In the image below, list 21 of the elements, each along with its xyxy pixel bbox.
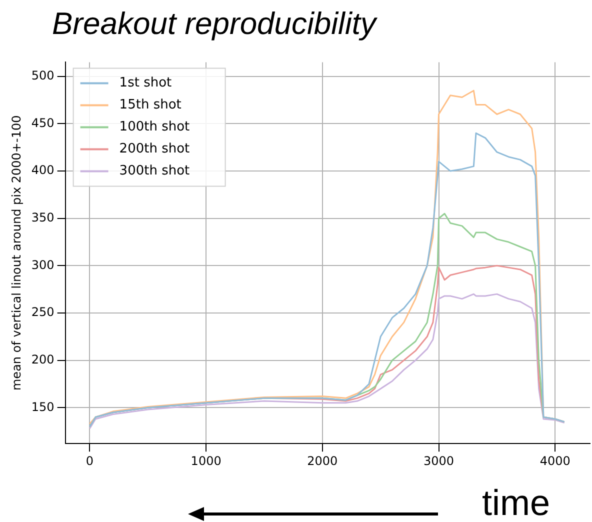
y-tick-label: 200 [31,352,54,366]
y-axis-title: mean of vertical linout around pix 2000+-100 [9,115,24,391]
y-tick-label: 450 [31,116,54,130]
text: time [482,482,550,522]
x-tick-label: 4000 [540,454,570,468]
legend-label: 1st shot [119,76,172,91]
y-tick-label: 500 [31,68,54,83]
chart-title: Breakout reproducibility [52,6,376,42]
y-tick-label: 350 [31,210,54,224]
x-tick-label: 3000 [423,454,454,468]
x-tick-label: 2000 [307,454,338,468]
legend-label: 15th shot [119,98,182,113]
y-tick-label: 400 [31,163,54,178]
y-tick-label: 250 [31,305,54,320]
legend-label: 300th shot [119,164,190,179]
legend-label: 200th shot [119,142,190,157]
x-tick-label: 0 [86,454,94,468]
x-tick-label: 1000 [190,454,222,468]
y-tick-label: 300 [31,258,54,272]
y-tick-label: 150 [31,400,54,414]
legend-label: 100th shot [119,120,190,135]
